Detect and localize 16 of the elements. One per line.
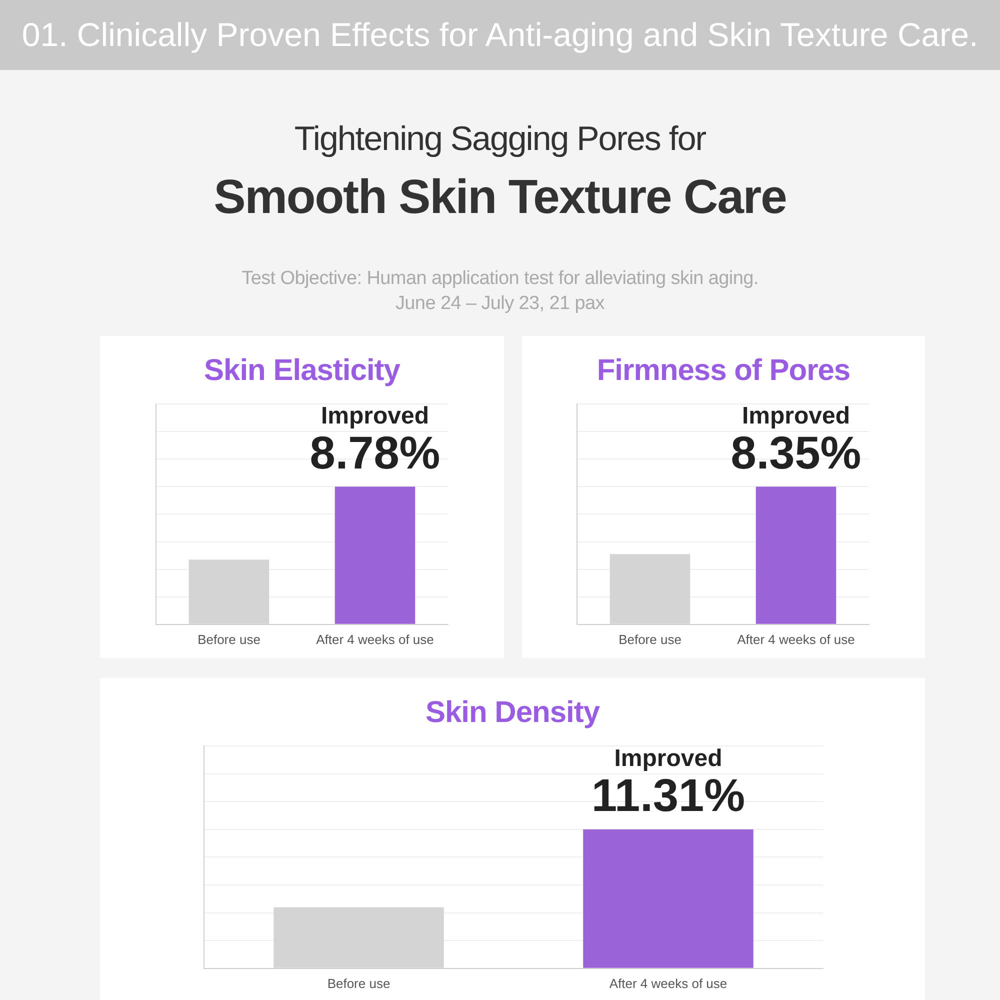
x-tick-label: Before use (198, 632, 260, 647)
annotation: Improved (320, 402, 430, 430)
text: Tightening Sagging Pores for (293, 120, 707, 159)
text: Test Objective: Human application test for alleviating skin aging. (240, 268, 760, 290)
chart-title: Skin Elasticity (203, 354, 402, 388)
chart-title: Skin Density (424, 696, 601, 730)
chart-title: Firmness of Pores (596, 354, 852, 388)
text: Smooth Skin Texture Care (212, 170, 788, 225)
annotation: Improved (614, 745, 722, 772)
x-tick-label: Before use (327, 976, 390, 991)
text: June 24 – July 23, 21 pax (394, 293, 606, 315)
x-tick-label: After 4 weeks of use (609, 976, 728, 991)
x-tick-label: After 4 weeks of use (316, 632, 434, 647)
annotation: Improved (742, 402, 850, 430)
x-tick-label: After 4 weeks of use (737, 632, 855, 647)
x-tick-label: Before use (618, 632, 682, 647)
